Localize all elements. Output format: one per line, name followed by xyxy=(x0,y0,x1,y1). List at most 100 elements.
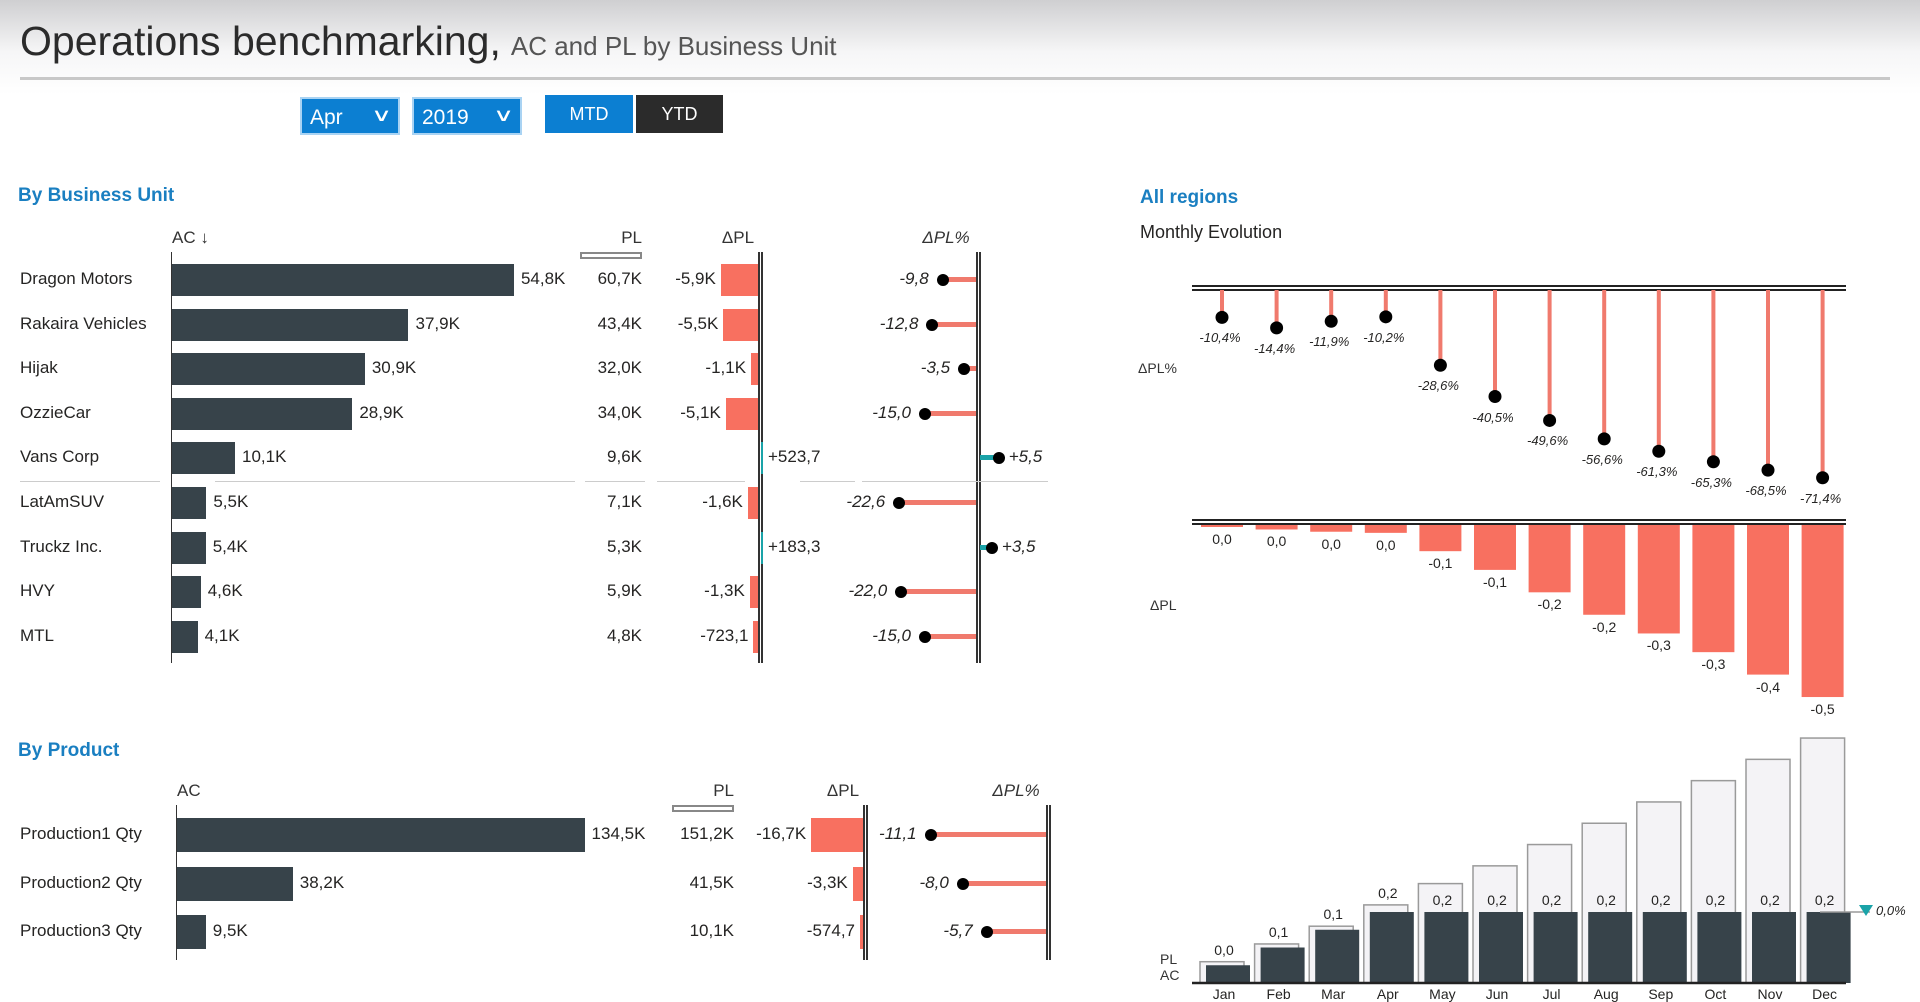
month-label: May xyxy=(1429,986,1456,1002)
ac-month-label: 0,2 xyxy=(1378,884,1398,901)
lollipop-label: -14,4% xyxy=(1253,340,1296,356)
dplp-stem xyxy=(932,321,976,327)
dpl-bar xyxy=(720,264,758,296)
year-dropdown[interactable]: 2019 ∨ xyxy=(412,97,522,135)
column-header-pl: PL xyxy=(713,781,734,800)
dplp-stem xyxy=(986,929,1046,934)
dplp-dot xyxy=(893,497,906,509)
header-divider xyxy=(20,77,1890,80)
month-dropdown[interactable]: Apr ∨ xyxy=(300,97,400,135)
dplp-value: -5,7 xyxy=(943,921,973,940)
dplp-dot xyxy=(926,318,939,331)
ac-value: 37,9K xyxy=(415,313,460,333)
dpl-value: -5,9K xyxy=(675,269,716,288)
lollipop-dot xyxy=(1761,463,1775,477)
dpl-bar xyxy=(811,818,863,852)
ac-bar xyxy=(177,866,293,901)
row-name: LatAmSUV xyxy=(20,492,105,511)
dpl-month-label: -0,3 xyxy=(1701,656,1726,673)
lollipop-dot xyxy=(1215,310,1229,324)
ac-month-bar xyxy=(1752,912,1796,983)
dpl-month-bar xyxy=(1474,525,1516,570)
dpl-value: -1,1K xyxy=(705,358,747,378)
ac-value: 28,9K xyxy=(359,402,404,422)
pl-value: 9,6K xyxy=(607,447,642,467)
ac-month-label: 0,2 xyxy=(1432,892,1453,908)
dpl-bar xyxy=(747,487,758,519)
row-name: Production2 Qty xyxy=(20,872,142,892)
month-label: Sep xyxy=(1648,986,1674,1002)
ac-month-label: 0,1 xyxy=(1268,923,1289,940)
page-title: Operations benchmarking, AC and PL by Bus… xyxy=(20,18,837,65)
ac-axis xyxy=(176,804,177,961)
dpl-value: -5,1K xyxy=(680,402,721,422)
ac-month-bar xyxy=(1588,912,1633,983)
row-name: MTL xyxy=(20,625,54,645)
dplp-stem xyxy=(962,880,1046,886)
ac-month-bar xyxy=(1697,912,1742,983)
ac-bar xyxy=(172,442,236,475)
dpl-month-bar xyxy=(1255,525,1298,530)
dpl-month-bar xyxy=(1583,525,1626,615)
dplp-value: -11,1 xyxy=(879,824,917,843)
dplp-stem xyxy=(901,589,976,595)
variance-marker-icon xyxy=(1859,905,1873,916)
ac-bar xyxy=(172,576,201,609)
dpl-month-label: -0,1 xyxy=(1482,573,1508,590)
ac-bar xyxy=(172,531,206,564)
row-name: Dragon Motors xyxy=(20,269,133,288)
ac-value: 4,1K xyxy=(204,625,240,645)
ac-month-bar xyxy=(1424,912,1469,983)
variance-marker-label: 0,0% xyxy=(1876,903,1906,918)
ac-bar xyxy=(172,620,198,653)
dpl-month-bar xyxy=(1528,525,1571,593)
mtd-button[interactable]: MTD xyxy=(545,95,633,133)
dplp-dot xyxy=(919,630,931,643)
ac-value: 54,8K xyxy=(520,269,566,288)
dplp-stem xyxy=(930,832,1046,837)
column-header-dpl: ΔPL xyxy=(721,228,755,247)
lollipop-label: -56,6% xyxy=(1581,451,1623,467)
column-header-dpl: ΔPL xyxy=(826,781,860,800)
dplp-dot xyxy=(895,586,908,599)
ac-value: 38,2K xyxy=(299,872,345,892)
ac-month-label: 0,1 xyxy=(1323,906,1343,923)
dpl-value: -5,5K xyxy=(677,313,719,333)
ac-value: 4,6K xyxy=(207,581,243,601)
ac-month-label: 0,2 xyxy=(1651,892,1671,908)
dpl-month-bar xyxy=(1201,525,1243,527)
pl-value: 10,1K xyxy=(689,921,734,940)
ytd-button[interactable]: YTD xyxy=(636,95,723,133)
lollipop-label: -10,2% xyxy=(1363,329,1405,345)
pl-legend-marker xyxy=(672,805,734,812)
lollipop-label: -49,6% xyxy=(1526,433,1569,449)
ac-month-bar xyxy=(1806,912,1851,983)
row-name: Production3 Qty xyxy=(20,921,142,940)
pl-legend-marker xyxy=(580,252,642,259)
dpl-bar xyxy=(749,576,758,609)
dpl-value: -723,1 xyxy=(700,625,749,645)
month-label: Dec xyxy=(1812,986,1838,1002)
ac-value: 10,1K xyxy=(242,447,287,467)
ac-month-bar xyxy=(1479,912,1523,983)
dpl-month-label: -0,3 xyxy=(1646,637,1671,654)
dpl-bar xyxy=(761,531,763,564)
ac-month-bar xyxy=(1206,965,1250,983)
ac-month-bar xyxy=(1369,912,1414,983)
row-name: Hijak xyxy=(20,358,58,378)
dplp-stem xyxy=(925,410,976,416)
ac-month-bar xyxy=(1260,947,1305,983)
chevron-down-icon: ∨ xyxy=(492,105,514,125)
month-label: Jul xyxy=(1542,986,1561,1002)
column-header-pl: PL xyxy=(621,228,642,247)
year-value: 2019 xyxy=(422,106,469,129)
dpl-month-bar xyxy=(1692,525,1735,653)
dplp-dot xyxy=(919,407,931,420)
lollipop-dot xyxy=(1270,321,1284,335)
dpl-month-label: -0,4 xyxy=(1755,678,1781,695)
dplp-value: -22,0 xyxy=(848,581,888,601)
ac-value: 9,5K xyxy=(212,921,248,940)
dplp-stem xyxy=(964,366,976,372)
lollipop-dot xyxy=(1433,358,1447,372)
dplp-axis xyxy=(1046,804,1051,961)
